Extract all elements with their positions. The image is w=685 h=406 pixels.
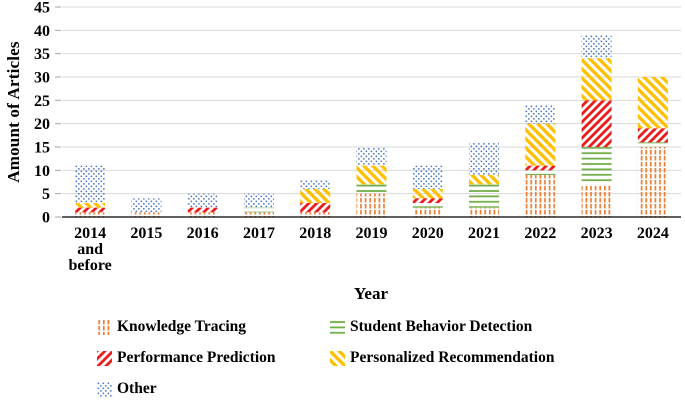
bar-segment [525, 165, 556, 171]
y-tick-label: 5 [42, 186, 50, 203]
bar-segment [75, 165, 106, 203]
x-axis-title: Year [354, 284, 388, 303]
bar-segment [469, 142, 500, 175]
bar-segment [75, 203, 106, 208]
bar-segment [525, 175, 556, 217]
bar-segment [637, 142, 668, 147]
legend-item: Student Behavior Detection [330, 318, 660, 336]
legend-swatch-diagonal-up-pattern-icon [97, 350, 112, 366]
bar-segment [637, 128, 668, 143]
bar-segment [356, 184, 387, 194]
bar-segment [300, 212, 331, 217]
x-tick-label: before [69, 257, 112, 274]
x-tick-label: 2016 [187, 225, 219, 242]
x-tick-label: and [77, 241, 103, 258]
y-tick-label: 15 [34, 140, 50, 157]
x-tick-label: 2024 [637, 225, 669, 242]
bar-segment [243, 193, 274, 208]
y-axis-title: Amount of Articles [4, 41, 23, 183]
x-tick-label: 2018 [299, 225, 331, 242]
bar-segment [131, 198, 162, 213]
x-tick-label: 2022 [524, 225, 556, 242]
bar-segment [300, 189, 331, 203]
bar-segment [469, 184, 500, 208]
legend-item: Performance Prediction [97, 349, 330, 367]
stacked-bar-chart: 0 5 10 15 20 25 30 35 40 45 2014 and before 2015 2016 2… [4, 0, 681, 303]
bar-segment [525, 170, 556, 175]
chart-legend: Knowledge Tracing Student Behavior Detect… [97, 318, 660, 398]
legend-label: Other [117, 380, 157, 397]
y-tick-label: 0 [42, 210, 50, 227]
bar-segment [469, 207, 500, 217]
bar-segment [581, 58, 612, 101]
bar-segment [581, 184, 612, 217]
bar-segment [412, 207, 443, 217]
x-tick-label: 2021 [468, 225, 500, 242]
bar-segment [356, 165, 387, 185]
legend-label: Knowledge Tracing [117, 318, 247, 335]
legend-item: Personalized Recommendation [330, 349, 660, 367]
bar-segment [187, 212, 218, 217]
y-tick-label: 25 [34, 93, 50, 110]
bar-segment [300, 179, 331, 189]
y-tick-label: 35 [34, 46, 50, 63]
x-tick-label: 2017 [243, 225, 275, 242]
bar-segment [356, 147, 387, 166]
bar-segment [637, 77, 668, 129]
y-tick-label: 30 [34, 70, 50, 87]
bar-segment [525, 123, 556, 166]
bar-segment [581, 35, 612, 59]
legend-label: Student Behavior Detection [350, 318, 533, 335]
x-tick-label: 2014 [74, 225, 106, 242]
legend-label: Personalized Recommendation [350, 349, 555, 366]
bar-segment [356, 193, 387, 217]
x-tick-label: 2023 [581, 225, 613, 242]
y-tick-label: 45 [34, 0, 50, 17]
bar-segment [187, 207, 218, 213]
bar-segment [469, 175, 500, 185]
legend-swatch-dots-pattern-icon [97, 381, 112, 397]
legend-swatch-diagonal-down-pattern-icon [330, 350, 345, 366]
bar-segment [75, 212, 106, 217]
bar-segment [300, 203, 331, 213]
bar-segment [131, 212, 162, 217]
bar-segment [412, 165, 443, 189]
legend-item: Knowledge Tracing [97, 318, 330, 336]
legend-swatch-vertical-lines-pattern-icon [97, 319, 112, 335]
x-tick-label: 2015 [130, 225, 162, 242]
bar-segment [243, 212, 274, 217]
bar-segment [412, 189, 443, 199]
y-tick-label: 20 [34, 116, 50, 133]
bar-segment [581, 147, 612, 185]
x-tick-label: 2020 [412, 225, 444, 242]
bar-segment [412, 203, 443, 208]
bar-segment [525, 105, 556, 124]
bar-segment [75, 207, 106, 213]
y-tick-label: 10 [34, 163, 50, 180]
bar-segment [412, 198, 443, 203]
bar-segment [187, 193, 218, 208]
legend-swatch-horizontal-lines-pattern-icon [330, 319, 345, 335]
legend-label: Performance Prediction [117, 349, 276, 366]
legend-item: Other [97, 380, 330, 398]
y-tick-label: 40 [34, 23, 50, 40]
bar-segment [243, 207, 274, 213]
bar-segment [581, 100, 612, 147]
x-tick-label: 2019 [356, 225, 388, 242]
bar-segment [637, 147, 668, 217]
